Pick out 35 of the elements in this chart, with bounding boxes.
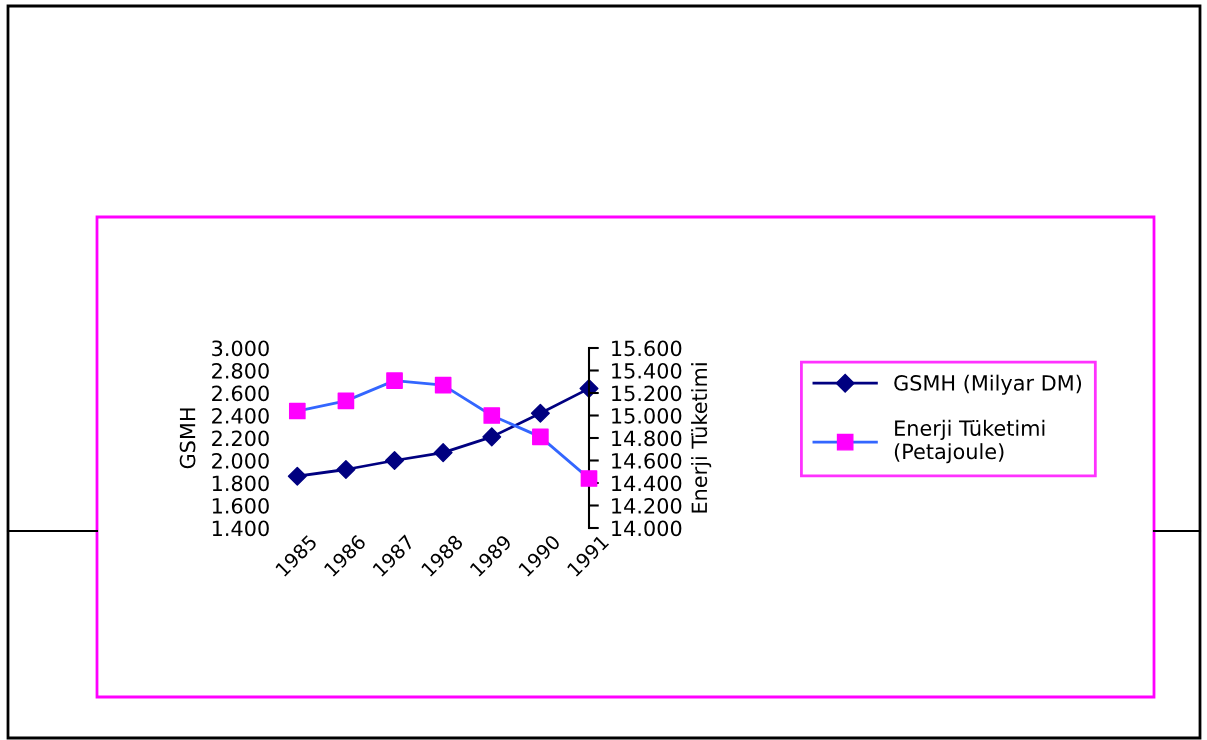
y-tick-label: 3.000 <box>212 340 269 357</box>
y2-tick-label: 14.200 <box>612 497 682 514</box>
y2-tick-label: 14.800 <box>612 430 682 447</box>
y2-tick-label: 14.000 <box>612 520 682 537</box>
y-tick-label: 1.800 <box>212 475 269 492</box>
point <box>288 402 306 420</box>
point <box>386 372 403 389</box>
point <box>580 470 598 487</box>
point <box>434 376 452 394</box>
y2-tick-label: 15.200 <box>612 385 682 402</box>
y2-tick-label: 14.600 <box>612 452 682 469</box>
y2-tick-label: 15.400 <box>612 362 682 379</box>
legend-label: GSMH (Milyar DM) <box>894 374 1082 395</box>
y-tick-label: 2.400 <box>212 407 269 424</box>
y-tick-label: 2.000 <box>212 452 269 469</box>
legend-label: Enerji Tüketimi (Petajoule) <box>894 419 1045 464</box>
y-tick-label: 1.600 <box>212 497 269 514</box>
point <box>336 459 356 480</box>
point <box>532 428 549 446</box>
point <box>433 443 453 463</box>
y2-axis-title: Enerji Tüketimi <box>691 363 712 513</box>
point <box>483 407 501 424</box>
point <box>385 450 405 471</box>
point <box>287 466 307 486</box>
y-tick-label: 2.200 <box>212 430 269 447</box>
y-tick-label: 2.600 <box>212 385 269 402</box>
y-axis-title: GSMH <box>179 408 196 469</box>
y2-tick-label: 15.600 <box>612 340 682 357</box>
y-tick-label: 2.800 <box>212 362 269 379</box>
y2-tick-label: 15.000 <box>612 407 682 424</box>
point <box>337 392 355 410</box>
y-tick-label: 1.400 <box>212 520 269 537</box>
y2-tick-label: 14.400 <box>612 475 682 492</box>
point <box>530 403 550 423</box>
point <box>482 427 502 447</box>
